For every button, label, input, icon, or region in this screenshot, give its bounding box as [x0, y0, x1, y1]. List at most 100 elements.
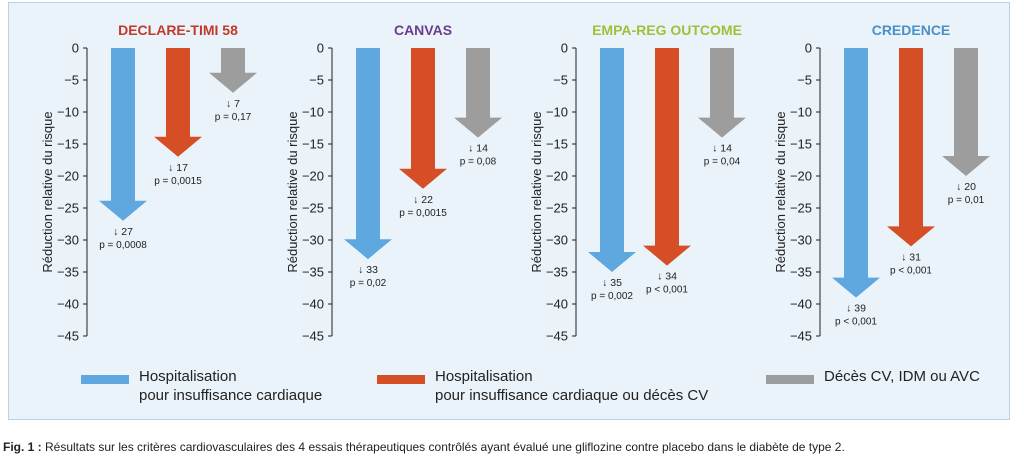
data-label-value: ↓ 20 — [956, 181, 976, 193]
caption-text: Résultats sur les critères cardiovascula… — [41, 440, 845, 454]
legend-label-line: Hospitalisation — [139, 368, 237, 385]
figure-caption: Fig. 1 : Résultats sur les critères card… — [3, 440, 845, 454]
data-label-value: ↓ 27 — [113, 226, 133, 238]
y-axis-label: Réduction relative du risque — [40, 111, 55, 272]
y-tick-label: −25 — [302, 201, 324, 216]
arrow-bar-deces-idm-avc — [698, 48, 746, 138]
y-tick-label: −10 — [57, 105, 79, 120]
data-label-value: ↓ 34 — [657, 271, 677, 283]
data-label-value: ↓ 31 — [901, 251, 921, 263]
legend-label-line: pour insuffisance cardiaque ou décès CV — [435, 387, 709, 404]
y-tick-label: 0 — [805, 41, 812, 56]
y-tick-label: −10 — [546, 105, 568, 120]
arrow-bar-hospitalisation-ic-deces — [154, 48, 202, 157]
y-tick-label: −15 — [57, 137, 79, 152]
y-tick-label: −40 — [546, 297, 568, 312]
y-tick-label: −20 — [546, 169, 568, 184]
y-tick-label: −5 — [309, 73, 324, 88]
data-label-value: ↓ 14 — [468, 143, 488, 155]
arrow-bar-hospitalisation-ic — [344, 48, 392, 260]
y-tick-label: −5 — [64, 73, 79, 88]
y-tick-label: −5 — [797, 73, 812, 88]
y-tick-label: −45 — [790, 329, 812, 344]
data-label-p: p = 0,08 — [460, 157, 497, 168]
data-label-p: p = 0,04 — [704, 157, 741, 168]
data-label-value: ↓ 35 — [602, 277, 622, 289]
data-label-value: ↓ 17 — [168, 162, 188, 174]
y-tick-label: −30 — [546, 233, 568, 248]
legend-swatch-hospitalisation-ic-deces — [377, 375, 425, 384]
y-tick-label: −40 — [57, 297, 79, 312]
data-label-p: p = 0,0008 — [99, 240, 147, 251]
chart-title: CANVAS — [394, 22, 452, 38]
arrow-bar-hospitalisation-ic-deces — [643, 48, 691, 266]
y-tick-label: −15 — [302, 137, 324, 152]
arrow-bar-hospitalisation-ic — [99, 48, 147, 221]
arrow-bar-hospitalisation-ic — [588, 48, 636, 272]
arrow-bar-deces-idm-avc — [454, 48, 502, 138]
y-tick-label: −15 — [546, 137, 568, 152]
y-tick-label: −25 — [546, 201, 568, 216]
legend-label-line: Décès CV, IDM ou AVC — [824, 368, 980, 385]
y-axis-label: Réduction relative du risque — [285, 111, 300, 272]
chart-title: DECLARE-TIMI 58 — [118, 22, 238, 38]
figure-panel: DECLARE-TIMI 58 Réduction relative du ris… — [8, 2, 1010, 420]
chart-title: CREDENCE — [872, 22, 951, 38]
y-tick-label: −35 — [546, 265, 568, 280]
y-tick-label: −45 — [546, 329, 568, 344]
y-axis-label: Réduction relative du risque — [529, 111, 544, 272]
y-tick-label: −30 — [302, 233, 324, 248]
y-tick-label: −20 — [57, 169, 79, 184]
y-tick-label: −25 — [57, 201, 79, 216]
data-label-p: p = 0,002 — [591, 291, 633, 302]
arrow-bar-deces-idm-avc — [942, 48, 990, 176]
y-tick-label: 0 — [317, 41, 324, 56]
y-tick-label: −10 — [790, 105, 812, 120]
data-label-value: ↓ 22 — [413, 194, 433, 206]
arrow-bar-hospitalisation-ic — [832, 48, 880, 298]
legend-swatch-deces-idm-avc — [766, 375, 814, 384]
data-label-p: p = 0,0015 — [154, 176, 202, 187]
y-axis-label: Réduction relative du risque — [773, 111, 788, 272]
legend-label-line: pour insuffisance cardiaque — [139, 387, 323, 404]
y-tick-label: −5 — [553, 73, 568, 88]
data-label-p: p = 0,02 — [350, 278, 387, 289]
data-label-value: ↓ 39 — [846, 303, 866, 315]
y-tick-label: −20 — [790, 169, 812, 184]
legend-label-deces-idm-avc: Décès CV, IDM ou AVC — [824, 367, 980, 386]
data-label-p: p = 0,01 — [948, 195, 985, 206]
y-tick-label: −15 — [790, 137, 812, 152]
data-label-p: p = 0,0015 — [399, 208, 447, 219]
arrow-bar-deces-idm-avc — [209, 48, 257, 93]
legend-swatch-hospitalisation-ic — [81, 375, 129, 384]
data-label-value: ↓ 33 — [358, 264, 378, 276]
data-label-p: p = 0,17 — [215, 112, 252, 123]
y-tick-label: −25 — [790, 201, 812, 216]
y-tick-label: −30 — [790, 233, 812, 248]
caption-prefix: Fig. 1 : — [3, 440, 42, 454]
y-tick-label: 0 — [561, 41, 568, 56]
arrow-bar-hospitalisation-ic-deces — [399, 48, 447, 189]
y-tick-label: −10 — [302, 105, 324, 120]
charts-area: DECLARE-TIMI 58 Réduction relative du ris… — [40, 22, 990, 344]
legend-label-hospitalisation-ic-deces: Hospitalisation pour insuffisance cardia… — [435, 367, 708, 405]
y-tick-label: −40 — [790, 297, 812, 312]
y-tick-label: −20 — [302, 169, 324, 184]
legend-label-line: Hospitalisation — [435, 368, 533, 385]
legend-label-hospitalisation-ic: Hospitalisation pour insuffisance cardia… — [139, 367, 322, 405]
data-label-p: p < 0,001 — [646, 285, 688, 296]
data-label-p: p < 0,001 — [835, 317, 877, 328]
y-tick-label: −35 — [302, 265, 324, 280]
y-tick-label: −45 — [302, 329, 324, 344]
y-tick-label: 0 — [72, 41, 79, 56]
y-tick-label: −40 — [302, 297, 324, 312]
y-tick-label: −35 — [57, 265, 79, 280]
y-tick-label: −45 — [57, 329, 79, 344]
y-tick-label: −35 — [790, 265, 812, 280]
data-label-value: ↓ 14 — [712, 143, 732, 155]
data-label-value: ↓ 7 — [226, 98, 240, 110]
y-tick-label: −30 — [57, 233, 79, 248]
arrow-bar-hospitalisation-ic-deces — [887, 48, 935, 247]
chart-title: EMPA-REG OUTCOME — [592, 22, 742, 38]
data-label-p: p < 0,001 — [890, 265, 932, 276]
